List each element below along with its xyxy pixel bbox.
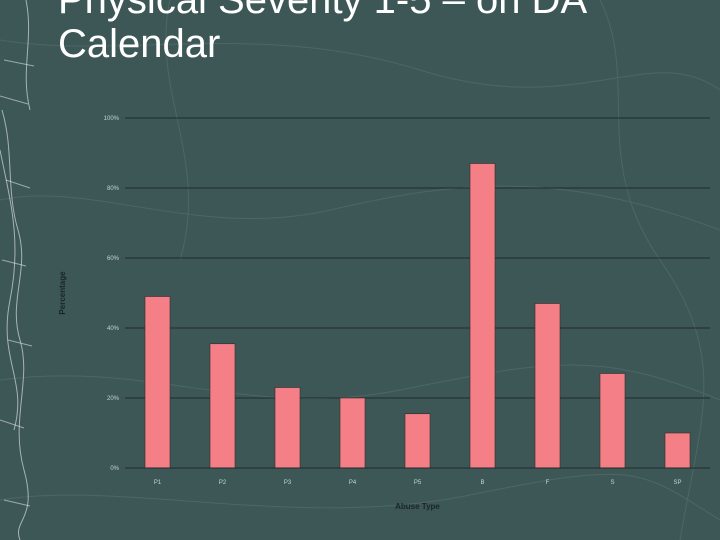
bar-p3 bbox=[274, 387, 301, 469]
bar-s bbox=[599, 373, 626, 469]
y-tick-label: 0% bbox=[110, 466, 119, 472]
y-tick-label: 20% bbox=[107, 396, 120, 402]
x-tick-label: B bbox=[480, 480, 484, 486]
y-tick-label: 80% bbox=[107, 186, 120, 192]
x-tick-label: S bbox=[610, 480, 614, 486]
x-tick-label: P3 bbox=[284, 480, 292, 486]
bar-p1 bbox=[144, 296, 171, 469]
slide-title: Physical Severity 1-5 – on DA Calendar bbox=[58, 0, 588, 66]
bar-p4 bbox=[339, 397, 366, 469]
bar-f bbox=[534, 303, 561, 469]
bar-sp bbox=[664, 432, 691, 469]
bar-p2 bbox=[209, 343, 236, 469]
y-tick-label: 40% bbox=[107, 326, 120, 332]
bar-b bbox=[469, 163, 496, 469]
x-tick-label: P1 bbox=[154, 480, 162, 486]
x-axis-title: Abuse Type bbox=[395, 502, 440, 511]
y-tick-label: 100% bbox=[104, 116, 120, 122]
x-tick-label: P5 bbox=[414, 480, 422, 486]
y-tick-labels: 0% 20% 40% 60% 80% 100% bbox=[104, 116, 120, 472]
x-tick-label: F bbox=[546, 480, 550, 486]
x-tick-label: SP bbox=[673, 480, 681, 486]
bar-p5 bbox=[404, 413, 431, 469]
x-tick-label: P2 bbox=[219, 480, 227, 486]
x-tick-labels: P1 P2 P3 P4 P5 B F S SP bbox=[154, 480, 682, 486]
x-tick-label: P4 bbox=[349, 480, 357, 486]
y-axis-title: Percentage bbox=[58, 271, 67, 315]
y-tick-label: 60% bbox=[107, 256, 120, 262]
bars bbox=[144, 163, 691, 469]
